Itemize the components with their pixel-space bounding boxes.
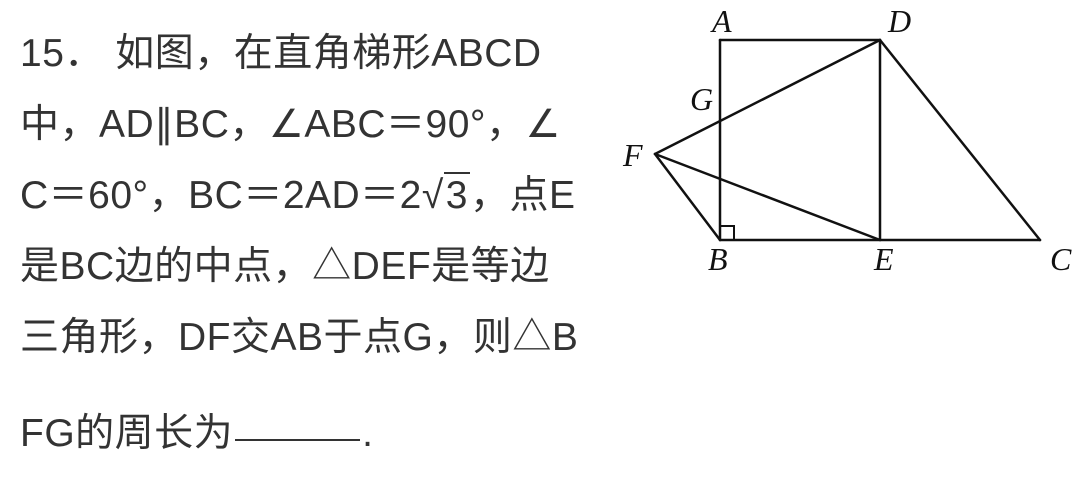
problem-text: 15． 如图，在直角梯形ABCD 中，AD∥BC，∠ABC＝90°，∠ C＝60…: [20, 18, 578, 469]
text-7: .: [362, 412, 373, 455]
line-2: 中，AD∥BC，∠ABC＝90°，∠: [20, 89, 578, 160]
text-3b: ，点E: [470, 174, 576, 217]
text-4: 是BC边的中点，△DEF是等边: [20, 245, 550, 288]
line-6: FG的周长为.: [20, 398, 578, 469]
text-1: 如图，在直角梯形ABCD: [115, 32, 541, 75]
geometry-figure: ADGFBEC: [600, 10, 1060, 290]
sqrt-expression: √3: [422, 160, 470, 231]
svg-text:D: D: [887, 3, 911, 39]
text-2: 中，AD∥BC，∠ABC＝90°，∠: [20, 103, 561, 146]
svg-text:C: C: [1050, 241, 1072, 277]
problem-number: 15．: [20, 32, 104, 75]
svg-text:G: G: [690, 81, 713, 117]
page: 15． 如图，在直角梯形ABCD 中，AD∥BC，∠ABC＝90°，∠ C＝60…: [0, 0, 1078, 501]
line-4: 是BC边的中点，△DEF是等边: [20, 231, 578, 302]
svg-text:F: F: [622, 137, 643, 173]
radicand: 3: [444, 172, 470, 217]
text-6: FG的周长为: [20, 412, 233, 455]
line-5: 三角形，DF交AB于点G，则△B: [20, 302, 578, 373]
text-3a: C＝60°，BC＝2AD＝2: [20, 174, 422, 217]
radical-sign: √: [422, 174, 444, 217]
answer-blank[interactable]: [235, 439, 360, 441]
line-3: C＝60°，BC＝2AD＝2√3，点E: [20, 160, 578, 231]
line-1: 15． 如图，在直角梯形ABCD: [20, 18, 578, 89]
svg-text:E: E: [873, 241, 894, 277]
svg-text:A: A: [710, 3, 732, 39]
svg-text:B: B: [708, 241, 728, 277]
figure-svg: ADGFBEC: [600, 10, 1060, 290]
text-5: 三角形，DF交AB于点G，则△B: [20, 316, 578, 359]
